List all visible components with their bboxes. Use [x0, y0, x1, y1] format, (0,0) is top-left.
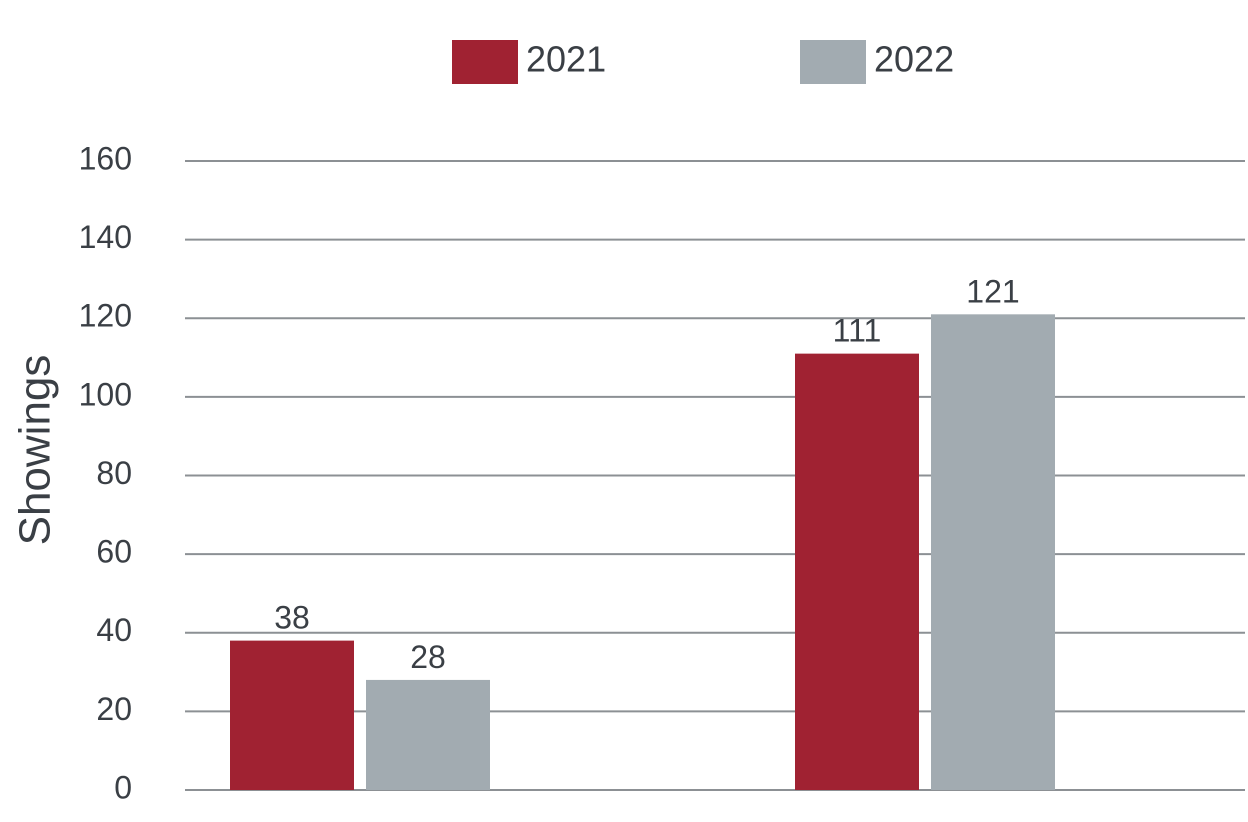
y-tick-label: 0: [114, 769, 132, 805]
y-tick-label: 160: [79, 140, 132, 176]
data-label: 121: [966, 273, 1019, 309]
y-axis-label: Showings: [11, 355, 60, 546]
legend-swatch: [800, 40, 866, 84]
data-labels: 38 28 111 121: [274, 273, 1019, 675]
y-tick-label: 80: [96, 455, 132, 491]
bar-2022: [931, 314, 1055, 790]
bar-2022: [366, 679, 490, 790]
y-tick-label: 100: [79, 376, 132, 412]
y-tick-label: 20: [96, 691, 132, 727]
data-label: 111: [833, 313, 882, 349]
y-tick-label: 120: [79, 298, 132, 334]
y-tick-label: 140: [79, 219, 132, 255]
y-tick-label: 60: [96, 534, 132, 570]
y-tick-label: 40: [96, 612, 132, 648]
data-label: 38: [274, 600, 310, 636]
bar-2021: [230, 640, 354, 790]
y-axis-ticks: 0 20 40 60 80 100 120 140 160: [79, 140, 132, 805]
data-label: 28: [410, 639, 446, 675]
legend: 2021 2022: [452, 39, 954, 84]
legend-swatch: [452, 40, 518, 84]
grid-lines: [185, 160, 1245, 791]
bar-2021: [795, 353, 919, 790]
legend-label: 2022: [874, 39, 954, 80]
legend-label: 2021: [526, 39, 606, 80]
bars: [230, 314, 1055, 790]
